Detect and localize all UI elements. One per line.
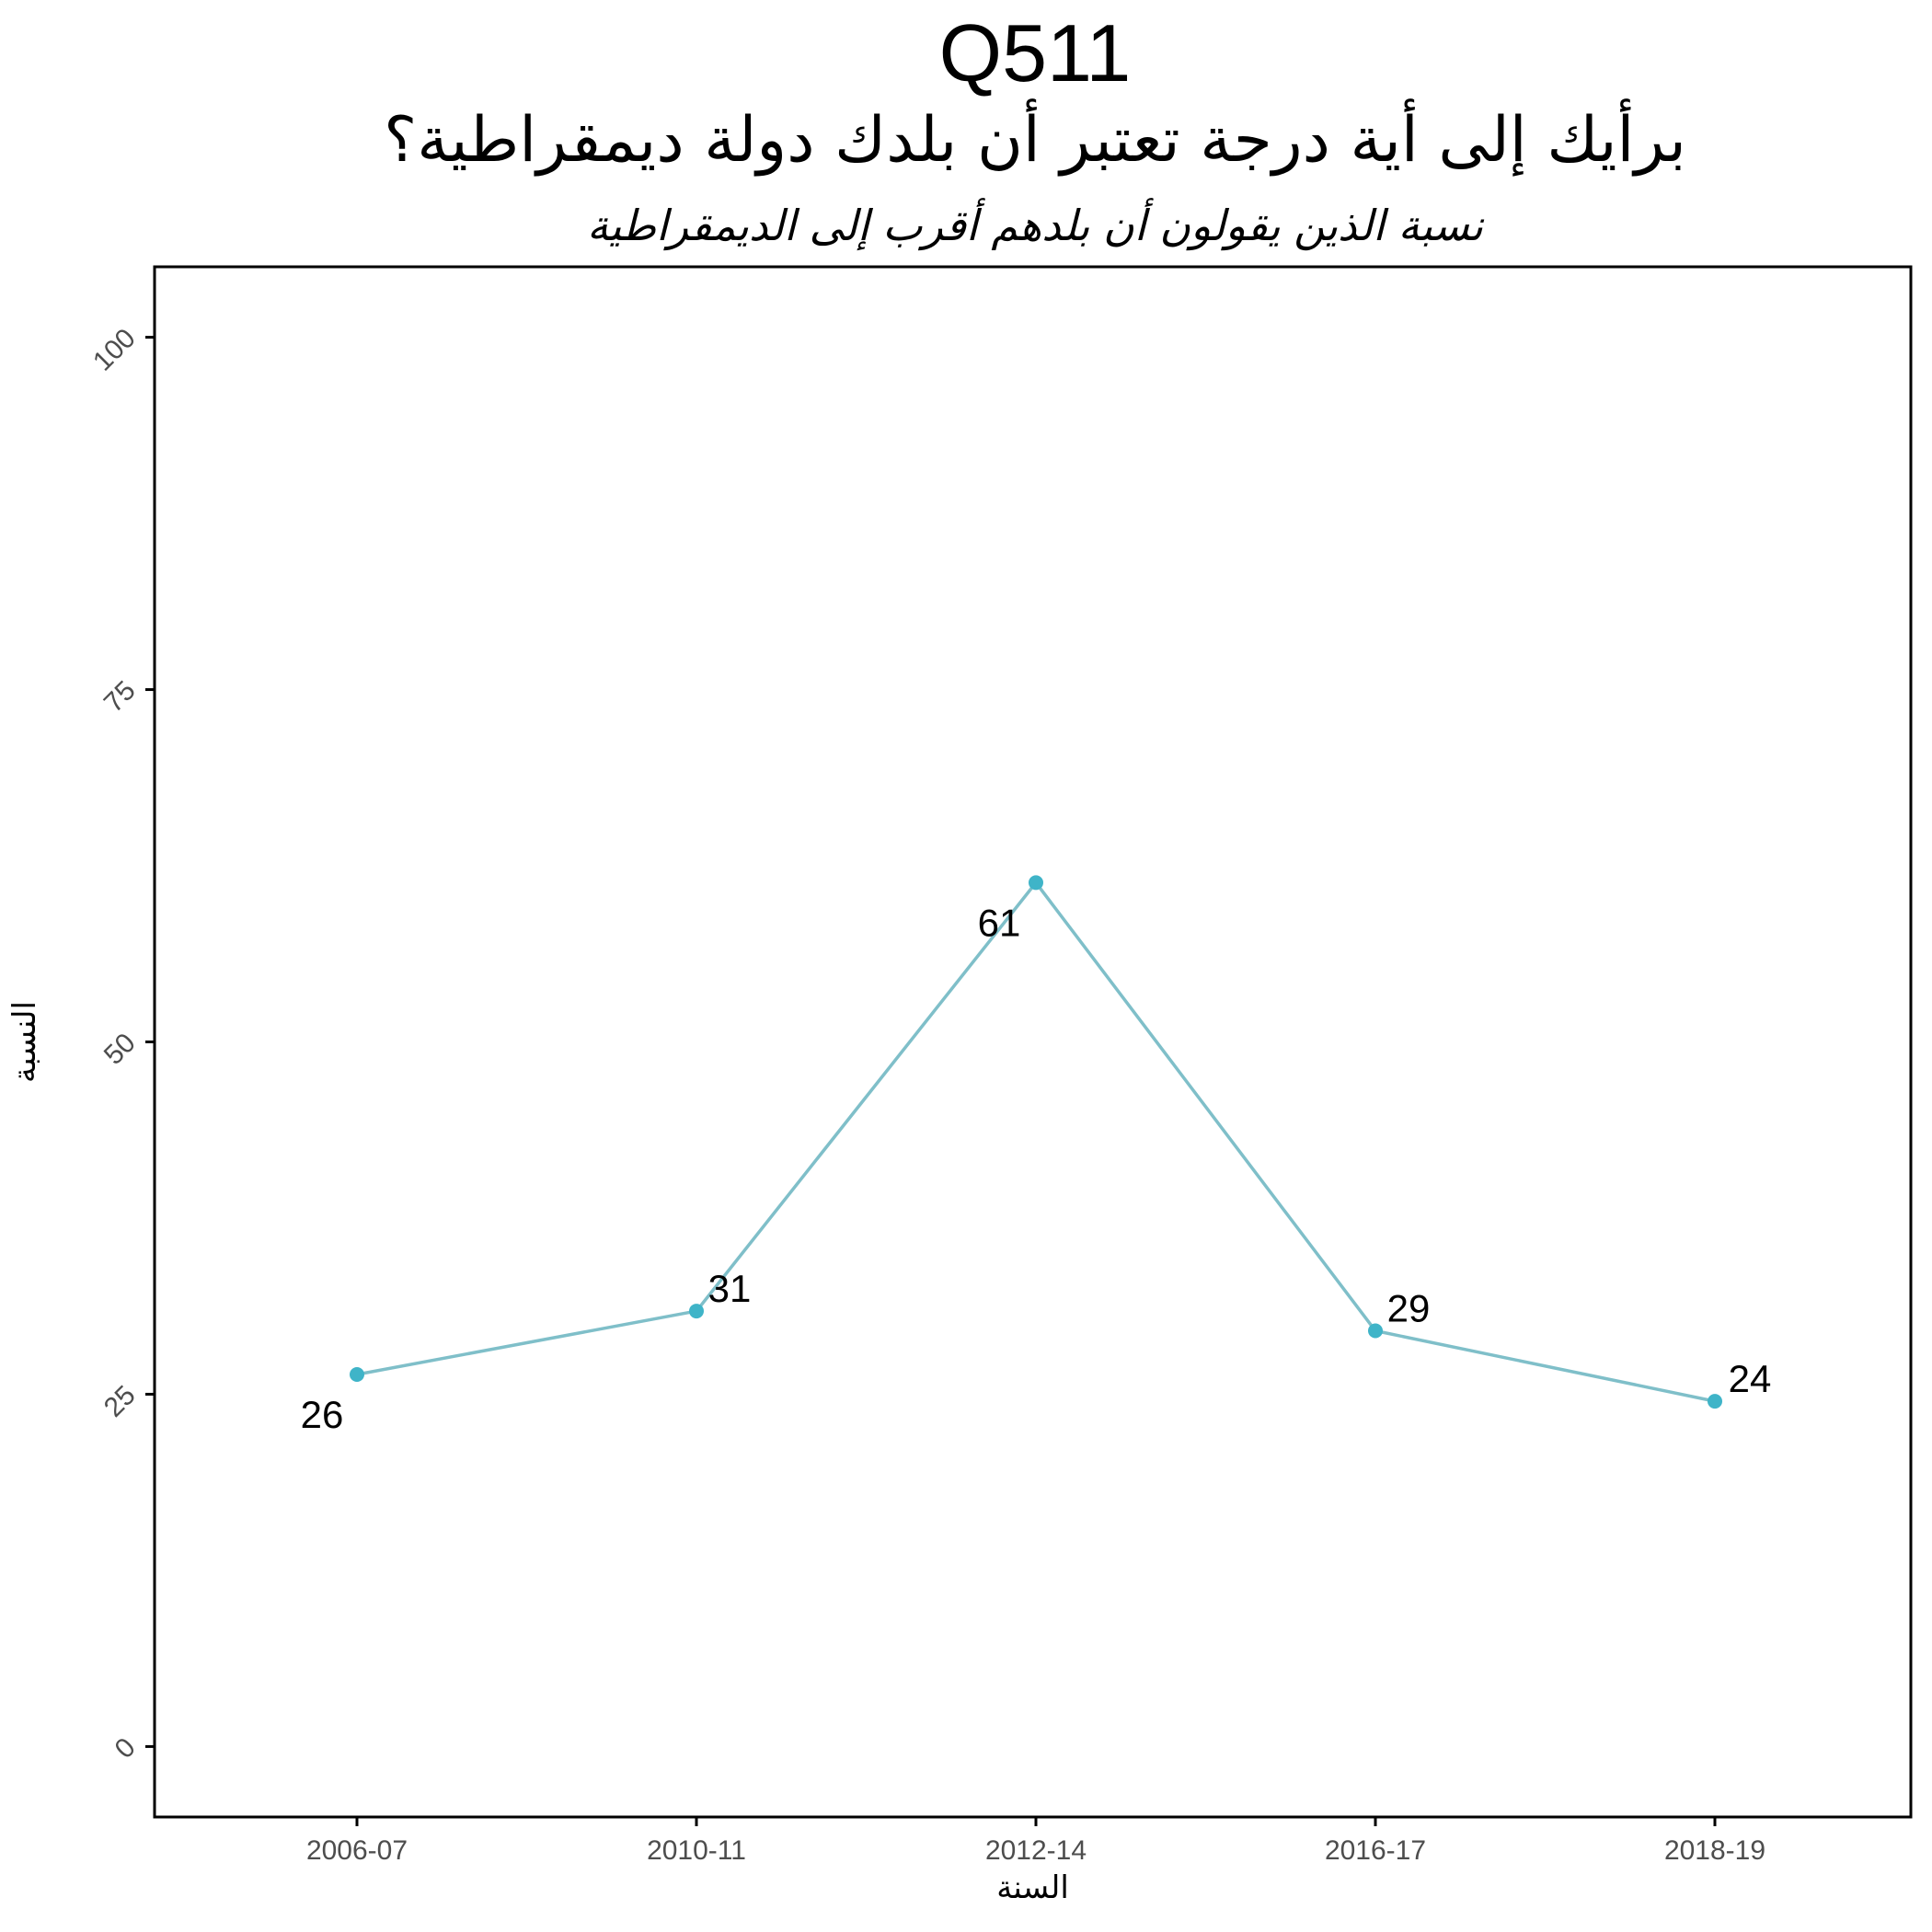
y-axis-title: النسبة	[6, 1001, 43, 1083]
data-point	[1708, 1394, 1722, 1409]
y-tick-label: 50	[98, 1028, 142, 1071]
x-tick-label: 2012-14	[985, 1835, 1087, 1866]
data-point	[350, 1367, 364, 1383]
data-point	[1029, 875, 1043, 891]
y-tick-label: 25	[98, 1380, 142, 1423]
x-tick-label: 2018-19	[1664, 1835, 1765, 1866]
data-point	[1368, 1323, 1383, 1339]
data-points	[350, 875, 1722, 1409]
x-axis-title: السنة	[996, 1869, 1069, 1906]
chart-question: برأيك إلى أية درجة تعتبر أن بلدك دولة دي…	[384, 104, 1686, 177]
data-labels: 26 31 61 29 24	[301, 901, 1772, 1436]
y-tick-label: 0	[109, 1732, 142, 1765]
x-tick-label: 2016-17	[1325, 1835, 1426, 1866]
x-axis: 2006-07 2010-11 2012-14 2016-17 2018-19	[306, 1817, 1765, 1866]
data-label: 31	[708, 1267, 752, 1310]
plot-panel	[153, 265, 1913, 1819]
y-axis: 0 25 50 75 100	[87, 323, 155, 1765]
data-point	[689, 1304, 704, 1319]
series-line	[356, 880, 1716, 1403]
data-label: 24	[1729, 1357, 1772, 1400]
y-tick-label: 75	[98, 675, 142, 719]
data-label: 61	[978, 901, 1021, 944]
y-tick-label: 100	[87, 323, 142, 377]
data-label: 29	[1387, 1287, 1431, 1330]
x-tick-label: 2006-07	[306, 1835, 408, 1866]
x-tick-label: 2010-11	[647, 1835, 746, 1866]
chart-subtitle: نسبة الذين يقولون أن بلدهم أقرب إلى الدي…	[586, 201, 1484, 250]
chart-title: Q511	[938, 7, 1132, 98]
data-label: 26	[301, 1393, 344, 1436]
